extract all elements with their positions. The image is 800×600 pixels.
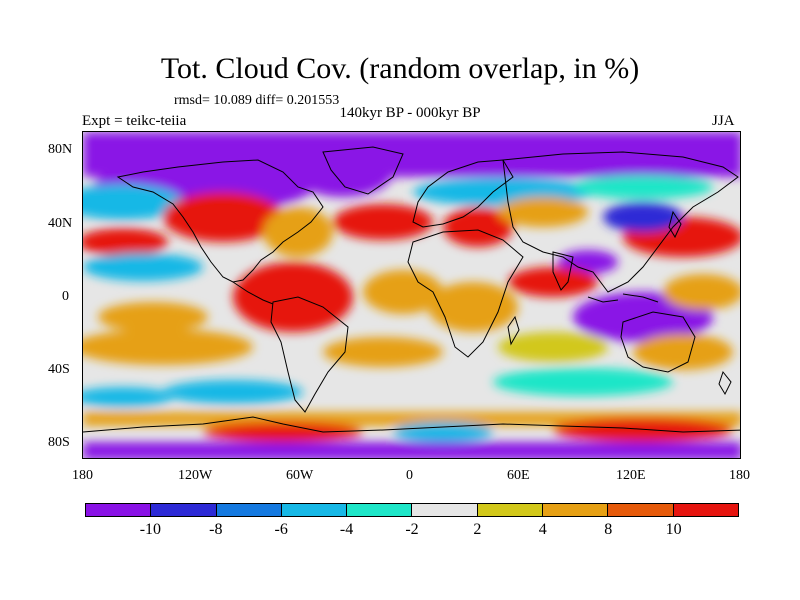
anomaly-region <box>333 204 433 240</box>
colorbar-level-label: -10 <box>139 521 162 538</box>
anomaly-region <box>83 253 203 281</box>
anomaly-region <box>393 422 493 442</box>
colorbar-box <box>347 504 413 516</box>
colorbar-box <box>281 504 348 516</box>
anomaly-region <box>83 387 173 407</box>
lon-label-120e: 120E <box>616 468 646 483</box>
coastlines <box>83 146 740 433</box>
anomaly-region <box>633 334 733 370</box>
colorbar-level-label: -6 <box>274 521 288 538</box>
anomaly-region <box>83 228 168 256</box>
anomaly-region <box>98 302 208 332</box>
map-title: Tot. Cloud Cov. (random overlap, in %) <box>160 52 640 85</box>
lat-label-80s: 80S <box>48 435 70 450</box>
anomaly-region <box>428 282 518 332</box>
colorbar-box <box>412 504 478 516</box>
lat-label-80n: 80N <box>48 142 73 157</box>
lat-label-0: 0 <box>62 289 69 304</box>
colorbar-box <box>673 504 738 516</box>
lon-label-180e: 180 <box>729 468 750 483</box>
coast-south-america <box>270 296 349 413</box>
coast-madagascar <box>507 315 520 346</box>
lon-label-60w: 60W <box>286 468 314 483</box>
anomaly-region <box>203 422 363 442</box>
period-label: 140kyr BP - 000kyr BP <box>339 105 481 121</box>
coast-new-zealand <box>718 370 732 396</box>
anomaly-region <box>508 267 598 297</box>
colorbar-level-label: 10 <box>665 521 682 538</box>
lat-label-40n: 40N <box>48 216 73 231</box>
coast-indonesia <box>587 293 659 303</box>
anomaly-region <box>558 250 618 274</box>
anomaly-region <box>83 184 183 220</box>
coast-central-america <box>232 281 274 305</box>
coast-australia <box>620 311 696 373</box>
colorbar <box>85 503 739 517</box>
coast-north-america <box>116 159 324 283</box>
anomaly-region <box>83 442 740 458</box>
coast-india <box>552 251 574 291</box>
colorbar-level-label: -8 <box>209 521 223 538</box>
colorbar-box <box>86 504 152 516</box>
colorbar-box <box>151 504 217 516</box>
map-frame <box>82 131 741 459</box>
lon-label-0: 0 <box>406 468 413 483</box>
colorbar-level-label: -4 <box>339 521 354 538</box>
anomaly-region <box>323 337 443 367</box>
lat-label-40s: 40S <box>48 362 70 377</box>
coast-europe <box>412 159 514 228</box>
experiment-label: Expt = teikc-teiia <box>82 113 187 129</box>
anomaly-fields <box>83 132 740 458</box>
anomaly-region <box>233 262 353 332</box>
stats-text: rmsd= 10.089 diff= 0.201553 <box>174 93 340 108</box>
anomaly-region <box>603 202 683 232</box>
anomaly-region <box>663 274 740 310</box>
anomaly-region <box>163 192 283 242</box>
colorbar-level-label: 8 <box>604 521 613 538</box>
colorbar-box <box>216 504 282 516</box>
coast-greenland <box>322 146 404 195</box>
anomaly-region <box>493 368 673 396</box>
lon-label-120w: 120W <box>178 468 213 483</box>
colorbar-level-label: 4 <box>538 521 547 538</box>
coast-antarctica <box>83 416 740 433</box>
anomaly-region <box>363 270 443 314</box>
colorbar-level-label: 2 <box>473 521 482 538</box>
anomaly-region <box>83 329 253 365</box>
coast-africa <box>407 229 524 358</box>
colorbar-box <box>608 504 674 516</box>
coast-japan <box>668 210 682 239</box>
lon-label-180w: 180 <box>72 468 93 483</box>
anomaly-region <box>498 332 608 362</box>
colorbar-box <box>543 504 609 516</box>
anomaly-region <box>498 197 588 227</box>
lon-label-60e: 60E <box>507 468 530 483</box>
anomaly-region <box>573 175 713 199</box>
colorbar-box <box>477 504 544 516</box>
season-label: JJA <box>712 113 735 129</box>
anomaly-region <box>163 380 303 404</box>
coast-asia <box>502 151 739 293</box>
anomaly-region <box>553 418 733 442</box>
anomaly-region <box>293 147 393 197</box>
colorbar-level-label: -2 <box>405 521 419 538</box>
cloud-cover-map <box>83 132 740 458</box>
